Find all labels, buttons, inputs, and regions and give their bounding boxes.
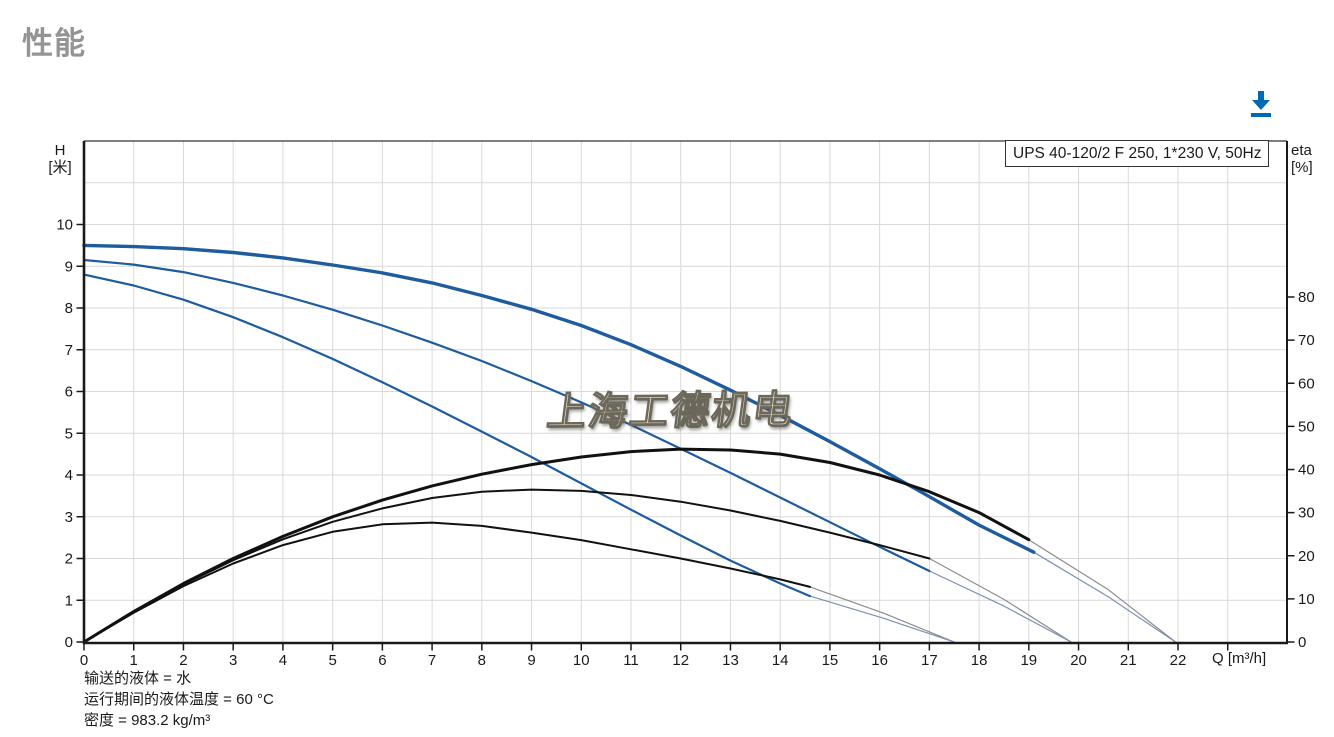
curve-head-speed1: [82, 273, 812, 598]
download-icon: [1251, 91, 1271, 117]
y-right-tick-label: 10: [1298, 591, 1315, 608]
y-left-tick-label: 1: [65, 592, 73, 609]
y-left-tick-label: 3: [65, 509, 73, 526]
x-axis-label: Q [m³/h]: [1212, 650, 1267, 667]
x-tick-label: 18: [971, 652, 988, 669]
y-right-tick-label: 80: [1298, 289, 1315, 306]
footnote-density: 密度 = 983.2 kg/m³: [84, 712, 211, 729]
y-right-tick-label: 20: [1298, 548, 1315, 565]
y-right-tick-label: 70: [1298, 332, 1315, 349]
x-tick-label: 20: [1070, 652, 1087, 669]
x-tick-label: 5: [328, 652, 336, 669]
y-axis-left-unit: [米]: [48, 159, 72, 176]
curve-head-speed2: [82, 258, 931, 573]
curve-eta-speed1: [83, 521, 811, 643]
y-left-tick-label: 5: [65, 425, 73, 442]
x-tick-label: 10: [573, 652, 590, 669]
y-axis-right-unit: [%]: [1291, 159, 1313, 176]
y-left-tick-label: 6: [65, 384, 73, 401]
y-axis-right-label: eta [%]: [1291, 142, 1331, 176]
x-tick-label: 3: [229, 652, 237, 669]
curve-extension-eta-speed3: [1028, 539, 1177, 643]
y-left-tick-label: 4: [65, 467, 73, 484]
chart-footnotes: 输送的液体 = 水 运行期间的液体温度 = 60 °C 密度 = 983.2 k…: [84, 668, 274, 731]
curve-extension-head-speed3: [1033, 551, 1177, 643]
y-left-tick-label: 10: [56, 217, 73, 234]
x-tick-label: 9: [527, 652, 535, 669]
x-tick-label: 2: [179, 652, 187, 669]
x-tick-label: 4: [279, 652, 287, 669]
x-tick-label: 19: [1020, 652, 1037, 669]
x-tick-label: 15: [822, 652, 839, 669]
x-tick-label: 17: [921, 652, 938, 669]
curve-extension-eta-speed1: [809, 586, 955, 643]
y-left-tick-label: 2: [65, 551, 73, 568]
y-axis-left-symbol: H: [54, 142, 66, 159]
x-tick-label: 7: [428, 652, 436, 669]
curve-extension-head-speed1: [809, 595, 955, 643]
footnote-medium: 输送的液体 = 水: [84, 670, 192, 687]
curve-extension-head-speed2: [928, 570, 1072, 643]
y-right-tick-label: 0: [1298, 634, 1306, 651]
x-tick-label: 6: [378, 652, 386, 669]
x-tick-label: 1: [130, 652, 138, 669]
x-tick-label: 13: [722, 652, 739, 669]
x-tick-label: 14: [772, 652, 789, 669]
y-right-tick-label: 60: [1298, 375, 1315, 392]
x-tick-label: 22: [1170, 652, 1187, 669]
x-tick-label: 8: [478, 652, 486, 669]
chart-title-box: UPS 40-120/2 F 250, 1*230 V, 50Hz: [1005, 140, 1270, 167]
y-axis-right-symbol: eta: [1291, 142, 1312, 159]
footnote-temperature: 运行期间的液体温度 = 60 °C: [84, 691, 274, 708]
y-left-tick-label: 9: [65, 258, 73, 275]
y-right-tick-label: 40: [1298, 462, 1315, 479]
y-right-tick-label: 30: [1298, 505, 1315, 522]
x-tick-label: 16: [871, 652, 888, 669]
curve-head-speed3: [82, 243, 1036, 554]
y-left-tick-label: 8: [65, 300, 73, 317]
y-right-tick-label: 50: [1298, 418, 1315, 435]
page-title: 性能: [22, 26, 86, 61]
x-tick-label: 21: [1120, 652, 1137, 669]
download-button[interactable]: [1242, 86, 1280, 124]
curve-eta-speed2: [83, 488, 931, 643]
curve-extension-eta-speed2: [928, 557, 1072, 643]
x-tick-label: 11: [623, 652, 639, 669]
y-axis-left-label: H [米]: [38, 142, 82, 176]
x-tick-label: 12: [672, 652, 689, 669]
y-left-tick-label: 7: [65, 342, 73, 359]
y-left-tick-label: 0: [65, 634, 73, 651]
curve-eta-speed3: [82, 447, 1031, 644]
x-tick-label: 0: [80, 652, 88, 669]
